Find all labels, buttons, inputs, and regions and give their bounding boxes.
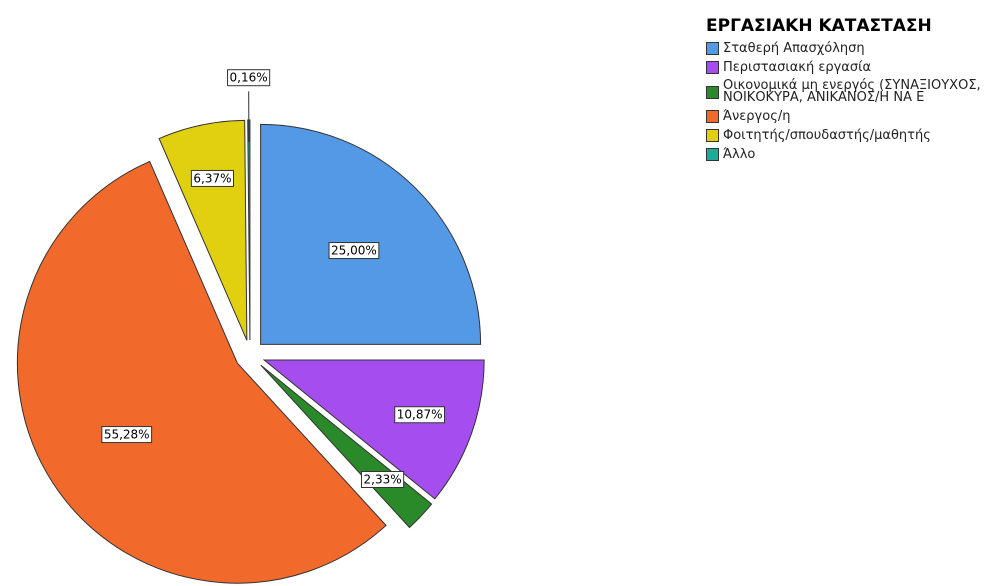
pie-slice <box>262 359 485 500</box>
data-label: 2,33% <box>364 472 402 486</box>
legend-label: Άνεργος/η <box>723 108 791 124</box>
legend-entry: Σταθερή Απασχόληση <box>706 42 1006 55</box>
legend-label: Φοιτητής/σπουδαστής/μαθητής <box>723 127 931 143</box>
data-label-box <box>190 169 235 187</box>
data-label-box <box>328 242 380 260</box>
legend-label: Περιστασιακή εργασία <box>723 59 872 75</box>
legend-swatch <box>706 110 719 123</box>
legend: ΕΡΓΑΣΙΑΚΗ ΚΑΤΑΣΤΑΣΗ Σταθερή Απασχόληση Πε… <box>706 16 1006 167</box>
data-label-box <box>394 406 446 424</box>
legend-entry: Φοιτητής/σπουδαστής/μαθητής <box>706 129 1006 142</box>
legend-entry: Άνεργος/η <box>706 110 1006 123</box>
data-label: 25,00% <box>331 244 377 258</box>
data-label: 0,16% <box>230 71 268 85</box>
legend-entry: Οικονομικά μη ενεργός (ΣΥΝΑΞΙΟΥΧΟΣ, ΝΟΙΚ… <box>706 78 1006 105</box>
legend-label: Οικονομικά μη ενεργός (ΣΥΝΑΞΙΟΥΧΟΣ, ΝΟΙΚ… <box>723 78 981 105</box>
data-label-box <box>361 470 405 488</box>
data-label-box <box>101 426 153 444</box>
legend-swatch <box>706 61 719 74</box>
legend-title: ΕΡΓΑΣΙΑΚΗ ΚΑΤΑΣΤΑΣΗ <box>706 16 932 36</box>
legend-entry: Περιστασιακή εργασία <box>706 61 1006 74</box>
data-label: 10,87% <box>397 408 443 422</box>
data-label: 55,28% <box>104 428 150 442</box>
legend-swatch <box>706 148 719 161</box>
data-label-box <box>227 69 271 87</box>
legend-swatch <box>706 42 719 55</box>
pie-slice <box>247 119 251 341</box>
legend-swatch <box>706 129 719 142</box>
legend-label: Άλλο <box>723 146 756 162</box>
legend-entry: Άλλο <box>706 148 1006 161</box>
data-label: 6,37% <box>193 171 231 185</box>
legend-swatch <box>706 85 719 99</box>
chart: 25,00% 10,87% 2,33% 55,28% 6,37% 0,16% <box>16 69 485 584</box>
pie-slice <box>16 160 387 584</box>
legend-label: Σταθερή Απασχόληση <box>723 40 865 56</box>
pie-slice <box>260 123 482 345</box>
